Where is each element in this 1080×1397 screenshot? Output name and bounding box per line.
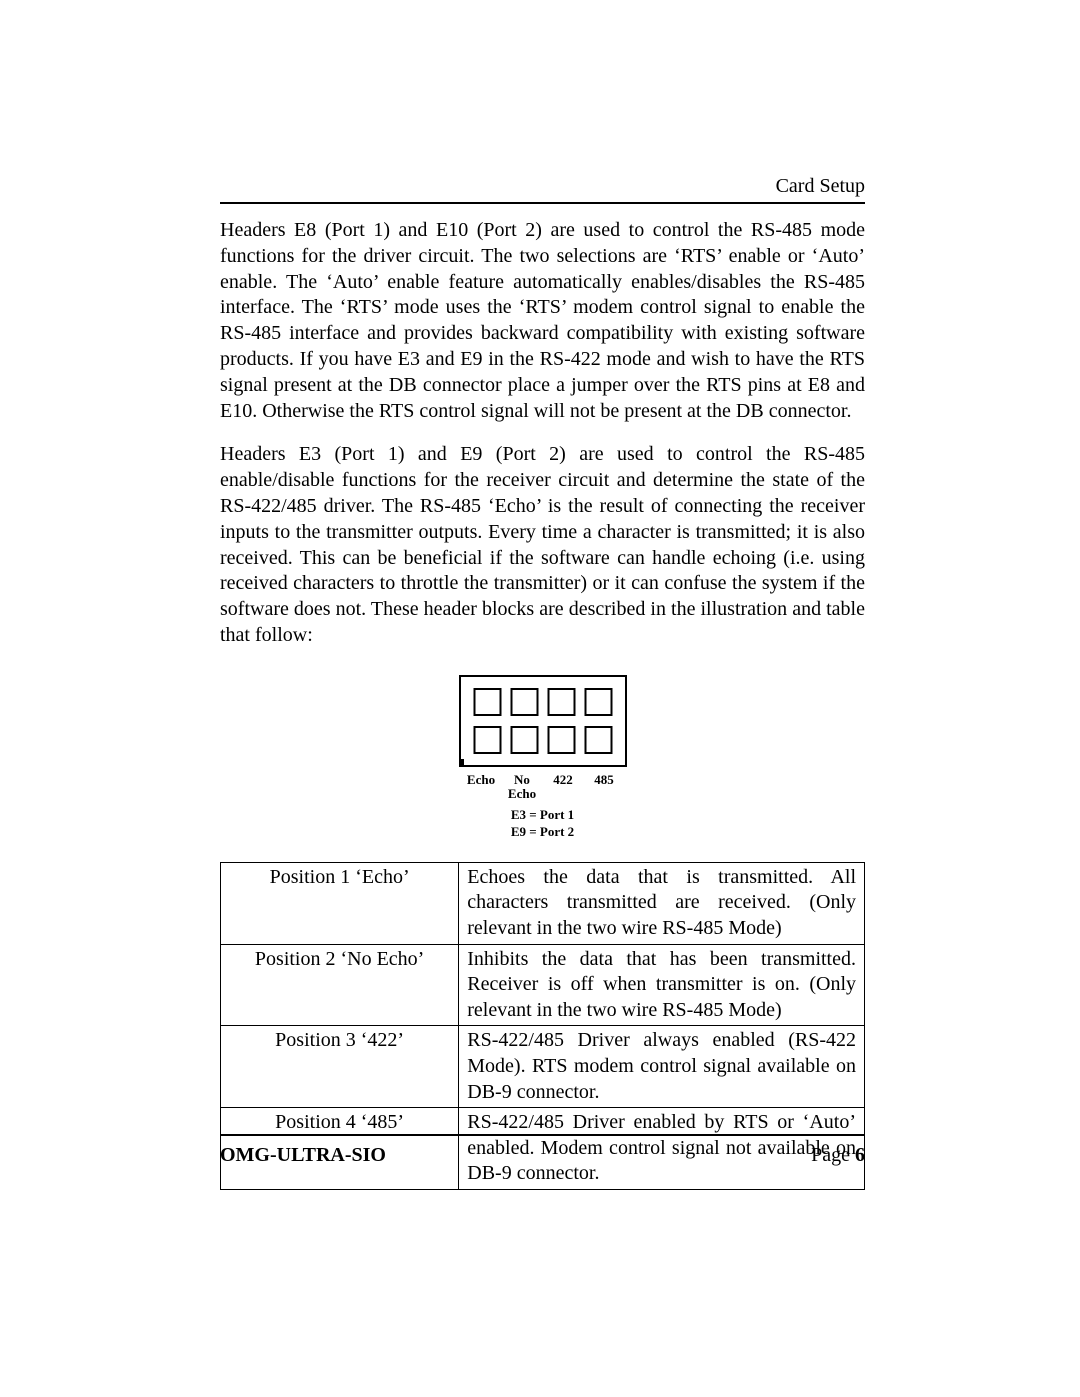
page-footer: OMG-ULTRA-SIO Page 6 <box>220 1134 865 1167</box>
diagram-sub-line2: E9 = Port 2 <box>511 824 574 839</box>
diagram-labels-row: Echo No Echo 422 485 <box>461 773 625 802</box>
table-cell-position: Position 3 ‘422’ <box>221 1026 459 1108</box>
diagram-sub-line1: E3 = Port 1 <box>511 807 574 822</box>
header-area: Card Setup <box>220 175 865 204</box>
footer-page-number: 6 <box>855 1144 865 1166</box>
diagram-label-422: 422 <box>543 773 584 802</box>
diagram-label-echo: Echo <box>461 773 502 802</box>
footer-page-label: Page <box>811 1144 850 1166</box>
body-text: Headers E8 (Port 1) and E10 (Port 2) are… <box>220 218 865 649</box>
diagram-subcaption: E3 = Port 1 E9 = Port 2 <box>511 807 574 840</box>
table-cell-description: Inhibits the data that has been transmit… <box>459 944 865 1026</box>
paragraph-1: Headers E8 (Port 1) and E10 (Port 2) are… <box>220 218 865 424</box>
table-row: Position 1 ‘Echo’Echoes the data that is… <box>221 862 865 944</box>
table-cell-position: Position 1 ‘Echo’ <box>221 862 459 944</box>
diagram-label-485: 485 <box>584 773 625 802</box>
header-diagram: Echo No Echo 422 485 E3 = Port 1 E9 = Po… <box>220 675 865 840</box>
section-title: Card Setup <box>220 175 865 198</box>
page: Card Setup Headers E8 (Port 1) and E10 (… <box>0 0 1080 1397</box>
diagram-label-no-echo: No Echo <box>502 773 543 802</box>
table-cell-position: Position 2 ‘No Echo’ <box>221 944 459 1026</box>
table-cell-description: Echoes the data that is transmitted. All… <box>459 862 865 944</box>
table-row: Position 3 ‘422’RS-422/485 Driver always… <box>221 1026 865 1108</box>
footer-page: Page 6 <box>811 1144 865 1167</box>
jumper-block-icon <box>459 675 627 767</box>
table-row: Position 2 ‘No Echo’Inhibits the data th… <box>221 944 865 1026</box>
footer-product: OMG-ULTRA-SIO <box>220 1144 386 1167</box>
table-cell-description: RS-422/485 Driver always enabled (RS-422… <box>459 1026 865 1108</box>
paragraph-2: Headers E3 (Port 1) and E9 (Port 2) are … <box>220 442 865 648</box>
